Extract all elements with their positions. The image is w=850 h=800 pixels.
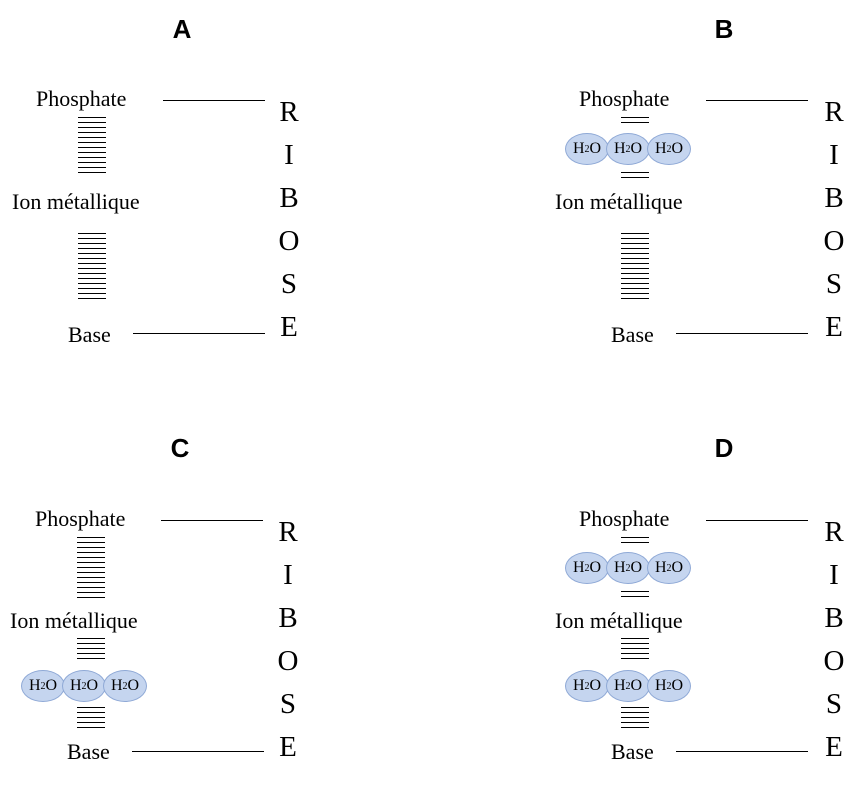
lower-interaction-lines [78, 233, 106, 303]
ribose-letter: R [824, 96, 844, 128]
phosphate-connector [163, 100, 265, 101]
ribose-letter: O [823, 225, 845, 257]
upper-interaction-lines [621, 172, 649, 182]
ion-label: Ion métallique [555, 608, 683, 633]
ribose-letter: O [278, 225, 300, 257]
base-label: Base [611, 739, 654, 764]
ion-label: Ion métallique [12, 189, 140, 214]
phosphate-connector [706, 520, 808, 521]
ribose-letter: E [280, 311, 298, 343]
lower-interaction-lines [77, 707, 105, 732]
panel-title: B [714, 14, 734, 44]
ribose-letter: I [284, 139, 294, 171]
ribose-letter: I [283, 559, 293, 591]
panel-a: A Phosphate Ion métallique Base R I B O … [0, 0, 425, 381]
panel-title: D [714, 433, 734, 463]
ribose-letter: R [279, 96, 299, 128]
base-connector [676, 333, 808, 334]
ribose-letter: B [278, 602, 298, 634]
phosphate-connector [706, 100, 808, 101]
ion-label: Ion métallique [555, 189, 683, 214]
ribose-letter: E [825, 731, 843, 763]
panel-title: C [170, 433, 190, 463]
base-label: Base [611, 322, 654, 347]
panel-title: A [172, 14, 192, 44]
ribose-letter: O [277, 645, 299, 677]
ribose-letter: I [829, 139, 839, 171]
phosphate-label: Phosphate [35, 506, 126, 531]
phosphate-label: Phosphate [579, 506, 670, 531]
upper-interaction-lines [78, 117, 106, 177]
phosphate-connector [161, 520, 263, 521]
base-label: Base [67, 739, 110, 764]
lower-interaction-lines [77, 638, 105, 663]
ribose-letter: B [824, 182, 844, 214]
ribose-letter: R [278, 516, 298, 548]
base-connector [133, 333, 265, 334]
ribose-letter: S [280, 268, 298, 300]
ribose-letter: B [279, 182, 299, 214]
ribose-letter: S [825, 268, 843, 300]
upper-interaction-lines [621, 591, 649, 601]
ribose-letter: B [824, 602, 844, 634]
base-connector [676, 751, 808, 752]
ribose-letter: E [279, 731, 297, 763]
ribose-letter: O [823, 645, 845, 677]
lower-interaction-lines [621, 638, 649, 663]
upper-interaction-lines [621, 117, 649, 127]
base-label: Base [68, 322, 111, 347]
lower-interaction-lines [621, 707, 649, 732]
ribose-letter: E [825, 311, 843, 343]
ion-label: Ion métallique [10, 608, 138, 633]
ribose-letter: R [824, 516, 844, 548]
base-connector [132, 751, 264, 752]
upper-interaction-lines [77, 537, 105, 602]
ribose-letter: I [829, 559, 839, 591]
ribose-letter: S [825, 688, 843, 720]
upper-interaction-lines [621, 537, 649, 547]
ribose-letter: S [279, 688, 297, 720]
phosphate-label: Phosphate [36, 86, 127, 111]
lower-interaction-lines [621, 233, 649, 303]
phosphate-label: Phosphate [579, 86, 670, 111]
